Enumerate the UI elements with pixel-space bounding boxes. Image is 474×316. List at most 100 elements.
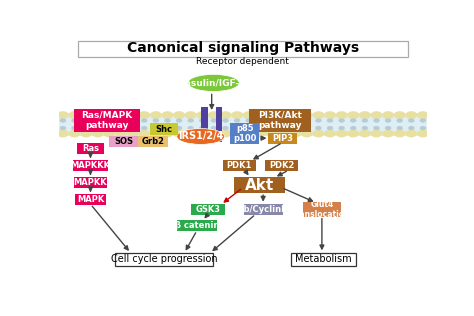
Circle shape — [315, 118, 322, 123]
Text: Canonical signaling Pathways: Canonical signaling Pathways — [127, 41, 359, 55]
Circle shape — [301, 130, 313, 137]
Circle shape — [57, 111, 69, 119]
Circle shape — [362, 118, 368, 123]
Text: Grb2: Grb2 — [141, 137, 164, 146]
Circle shape — [419, 126, 426, 130]
Circle shape — [69, 130, 81, 137]
Circle shape — [257, 118, 264, 123]
FancyBboxPatch shape — [216, 107, 222, 142]
Circle shape — [92, 130, 104, 137]
Circle shape — [231, 111, 243, 119]
Circle shape — [405, 111, 417, 119]
Circle shape — [266, 111, 278, 119]
Text: PDK1: PDK1 — [227, 161, 252, 170]
Circle shape — [60, 118, 66, 123]
FancyBboxPatch shape — [230, 133, 259, 143]
Circle shape — [373, 118, 380, 123]
FancyBboxPatch shape — [115, 252, 213, 266]
Circle shape — [419, 118, 426, 123]
Circle shape — [359, 111, 371, 119]
Circle shape — [396, 118, 403, 123]
Circle shape — [103, 130, 115, 137]
FancyBboxPatch shape — [78, 41, 408, 58]
Circle shape — [162, 111, 173, 119]
FancyBboxPatch shape — [109, 136, 138, 147]
Circle shape — [94, 126, 101, 130]
FancyBboxPatch shape — [177, 220, 217, 231]
Circle shape — [176, 126, 182, 130]
FancyBboxPatch shape — [74, 177, 107, 188]
Circle shape — [278, 130, 290, 137]
Circle shape — [185, 130, 197, 137]
Circle shape — [292, 126, 299, 130]
Circle shape — [208, 130, 220, 137]
Circle shape — [138, 130, 150, 137]
Circle shape — [231, 130, 243, 137]
FancyBboxPatch shape — [74, 109, 140, 132]
Text: SOS: SOS — [114, 137, 133, 146]
Circle shape — [301, 111, 313, 119]
Circle shape — [371, 111, 383, 119]
Circle shape — [417, 130, 429, 137]
Circle shape — [394, 130, 406, 137]
FancyBboxPatch shape — [249, 109, 310, 132]
Circle shape — [173, 130, 185, 137]
Circle shape — [118, 126, 124, 130]
Circle shape — [408, 126, 415, 130]
Text: Akt: Akt — [245, 178, 274, 193]
Circle shape — [373, 126, 380, 130]
Circle shape — [338, 118, 345, 123]
Circle shape — [219, 111, 231, 119]
FancyBboxPatch shape — [230, 123, 259, 134]
Text: MAPK: MAPK — [77, 195, 104, 204]
Circle shape — [127, 111, 138, 119]
Circle shape — [280, 126, 287, 130]
Circle shape — [176, 118, 182, 123]
Circle shape — [141, 126, 147, 130]
Circle shape — [199, 126, 206, 130]
Circle shape — [187, 126, 194, 130]
FancyBboxPatch shape — [137, 136, 168, 147]
Circle shape — [60, 126, 66, 130]
Text: p85: p85 — [236, 124, 254, 133]
Text: Ras: Ras — [82, 144, 99, 153]
Text: PDK2: PDK2 — [269, 161, 294, 170]
Circle shape — [292, 118, 299, 123]
Circle shape — [324, 111, 336, 119]
Circle shape — [350, 118, 356, 123]
Circle shape — [141, 118, 147, 123]
Circle shape — [150, 111, 162, 119]
Circle shape — [266, 130, 278, 137]
FancyBboxPatch shape — [73, 160, 108, 171]
Circle shape — [138, 111, 150, 119]
Circle shape — [324, 130, 336, 137]
Circle shape — [80, 130, 92, 137]
Circle shape — [327, 126, 333, 130]
Ellipse shape — [188, 75, 239, 91]
Circle shape — [57, 130, 69, 137]
Circle shape — [362, 126, 368, 130]
Text: GSK3: GSK3 — [196, 205, 220, 214]
Circle shape — [255, 130, 266, 137]
Circle shape — [280, 118, 287, 123]
Circle shape — [94, 118, 101, 123]
Circle shape — [278, 111, 290, 119]
Circle shape — [327, 118, 333, 123]
Circle shape — [219, 130, 231, 137]
Circle shape — [382, 111, 394, 119]
Circle shape — [408, 118, 415, 123]
Text: Ras/MAPK
pathway: Ras/MAPK pathway — [82, 111, 133, 130]
Circle shape — [92, 111, 104, 119]
Text: Cell cycle progression: Cell cycle progression — [110, 254, 217, 264]
Circle shape — [394, 111, 406, 119]
FancyBboxPatch shape — [303, 202, 341, 217]
Circle shape — [162, 130, 173, 137]
Circle shape — [115, 130, 127, 137]
Circle shape — [153, 118, 159, 123]
FancyBboxPatch shape — [291, 252, 356, 266]
Text: Shc: Shc — [155, 125, 173, 134]
Circle shape — [222, 126, 229, 130]
FancyBboxPatch shape — [201, 107, 208, 142]
Circle shape — [382, 130, 394, 137]
Circle shape — [222, 118, 229, 123]
